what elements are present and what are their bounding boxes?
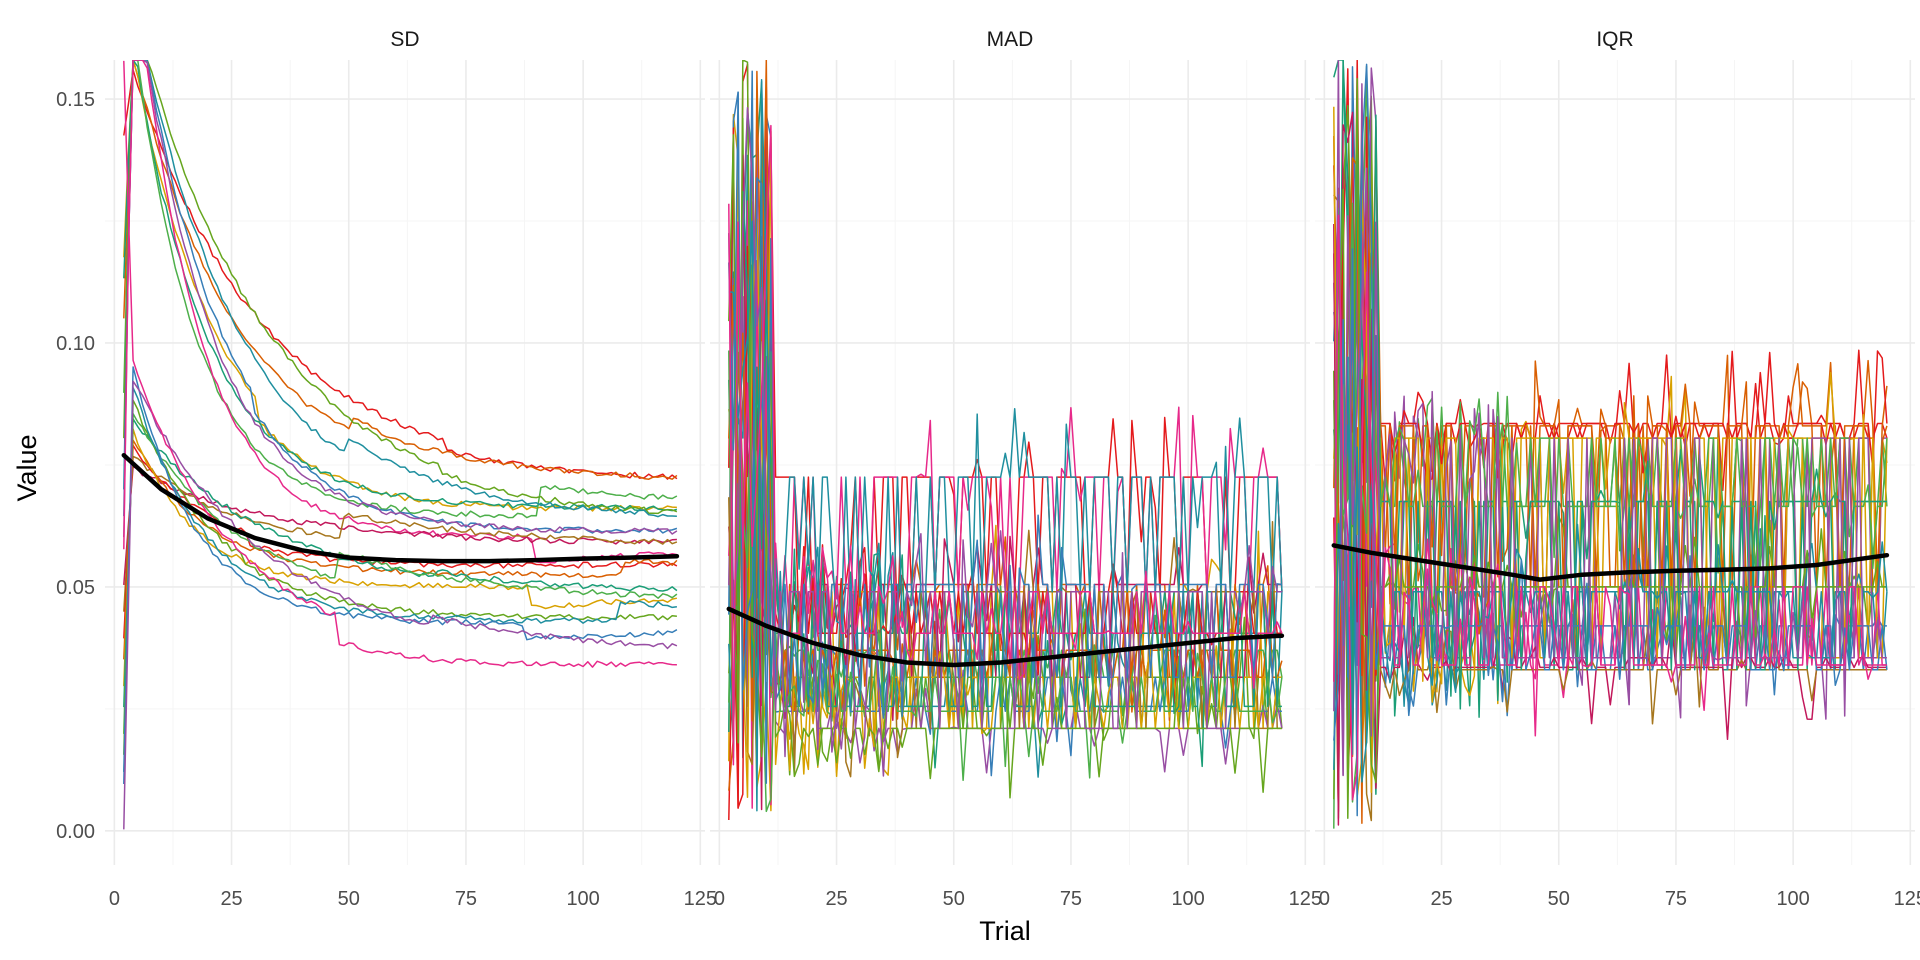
series-line — [123, 69, 678, 480]
series-line — [728, 79, 1283, 812]
x-tick-label: 100 — [566, 888, 599, 910]
series-line — [1333, 194, 1887, 822]
series-line — [123, 444, 678, 639]
series-line — [123, 428, 678, 687]
series-line — [123, 399, 677, 755]
x-tick-label: 0 — [109, 888, 120, 910]
series-line — [123, 418, 678, 708]
y-axis-title: Value — [12, 434, 42, 501]
series-line — [123, 60, 678, 515]
x-tick-label: 25 — [825, 888, 847, 910]
x-tick-label: 100 — [1171, 888, 1204, 910]
y-tick-label: 0.05 — [56, 577, 95, 599]
x-tick-label: 50 — [1548, 888, 1570, 910]
panels-group: SD 0 25 50 75 100 125 0.00 0.05 0.10 0.15 MAD 0 25 50 7… — [56, 28, 1920, 910]
series-line — [1333, 106, 1888, 794]
x-tick-label: 0 — [714, 888, 725, 910]
y-tick-label: 0.10 — [56, 333, 95, 355]
x-tick-label: 125 — [684, 888, 717, 910]
x-axis-title: Trial — [979, 916, 1031, 946]
series-line — [728, 124, 1283, 766]
panel-iqr: IQR 0 25 50 75 100 125 — [1315, 28, 1920, 910]
x-tick-label: 50 — [943, 888, 965, 910]
x-tick-label: 75 — [1665, 888, 1687, 910]
series-line — [123, 60, 678, 512]
x-tick-label: 75 — [455, 888, 477, 910]
trend-line — [726, 606, 1285, 668]
series-line — [1333, 202, 1888, 829]
series-line — [123, 366, 678, 785]
series-line — [123, 413, 678, 734]
y-tick-label: 0.00 — [56, 821, 95, 843]
series-line — [123, 60, 678, 519]
series-line — [123, 60, 678, 480]
series-line — [123, 60, 677, 512]
x-tick-label: 0 — [1319, 888, 1330, 910]
series-line — [123, 60, 678, 564]
series-line — [123, 60, 677, 518]
series-line — [123, 455, 678, 612]
panel-strip-label: SD — [390, 28, 419, 51]
series-group — [121, 60, 680, 830]
series-line — [123, 387, 678, 772]
x-tick-label: 125 — [1894, 888, 1920, 910]
x-tick-label: 125 — [1289, 888, 1322, 910]
series-line — [123, 465, 677, 585]
series-group — [1331, 60, 1890, 829]
x-tick-label: 100 — [1776, 888, 1809, 910]
x-tick-label: 25 — [1430, 888, 1452, 910]
series-line — [123, 60, 677, 668]
series-line — [123, 60, 678, 534]
series-line — [1333, 334, 1888, 783]
trend-line — [1331, 543, 1890, 582]
x-tick-label: 25 — [220, 888, 242, 910]
series-line — [1333, 214, 1887, 801]
series-group — [726, 60, 1285, 821]
x-tick-label: 75 — [1060, 888, 1082, 910]
series-line — [123, 439, 678, 660]
panel-strip-label: IQR — [1596, 28, 1633, 51]
x-tick-label: 50 — [338, 888, 360, 910]
trend-line — [121, 452, 680, 564]
series-line — [123, 60, 678, 538]
panel-sd: SD 0 25 50 75 100 125 0.00 0.05 0.10 0.15 — [56, 28, 717, 910]
series-line — [1333, 111, 1887, 826]
panel-strip-label: MAD — [987, 28, 1034, 51]
series-line — [123, 380, 678, 830]
y-tick-label: 0.15 — [56, 89, 95, 111]
panel-mad: MAD 0 25 50 75 100 125 — [710, 28, 1322, 910]
